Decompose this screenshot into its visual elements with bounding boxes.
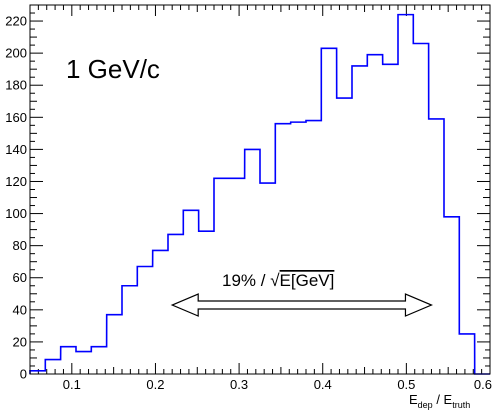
histogram-series-line — [29, 13, 490, 375]
y-tick-label: 40 — [13, 302, 27, 317]
y-tick-label: 140 — [5, 142, 27, 157]
y-tick-label: 180 — [5, 78, 27, 93]
axis-ticks — [29, 4, 491, 375]
y-tick-label: 80 — [13, 238, 27, 253]
x-tick-label: 0.5 — [397, 377, 415, 392]
y-tick-label: 20 — [13, 334, 27, 349]
y-tick-labels: 0 20 40 60 80 100 120 140 160 180 200 220 — [5, 14, 27, 382]
x-axis-label-sub: dep — [418, 400, 433, 410]
y-tick-label: 200 — [5, 46, 27, 61]
momentum-annotation: 1 GeV/c — [66, 54, 160, 84]
plot-frame — [29, 4, 491, 375]
y-tick-label: 0 — [20, 367, 27, 382]
x-tick-label: 0.6 — [474, 377, 492, 392]
resolution-prefix: 19% / — [222, 271, 270, 290]
x-axis-label: Edep / Etruth — [409, 392, 470, 410]
y-tick-label: 220 — [5, 14, 27, 29]
double-arrow-annotation — [170, 293, 433, 317]
x-tick-labels: 0.1 0.2 0.3 0.4 0.5 0.6 — [63, 377, 492, 392]
resolution-annotation: 19% / √E[GeV] — [222, 271, 334, 290]
x-tick-label: 0.4 — [314, 377, 332, 392]
sqrt-symbol: √ — [270, 271, 280, 290]
y-tick-label: 60 — [13, 270, 27, 285]
x-tick-label: 0.1 — [63, 377, 81, 392]
x-axis-label-base: E — [409, 392, 418, 407]
y-tick-label: 160 — [5, 110, 27, 125]
y-tick-label: 120 — [5, 174, 27, 189]
x-axis-label-sep: / E — [433, 392, 453, 407]
y-tick-label: 100 — [5, 206, 27, 221]
x-tick-label: 0.3 — [230, 377, 248, 392]
x-axis-label-sub2: truth — [452, 400, 470, 410]
resolution-suffix: E[GeV] — [280, 271, 335, 290]
x-tick-label: 0.2 — [146, 377, 164, 392]
